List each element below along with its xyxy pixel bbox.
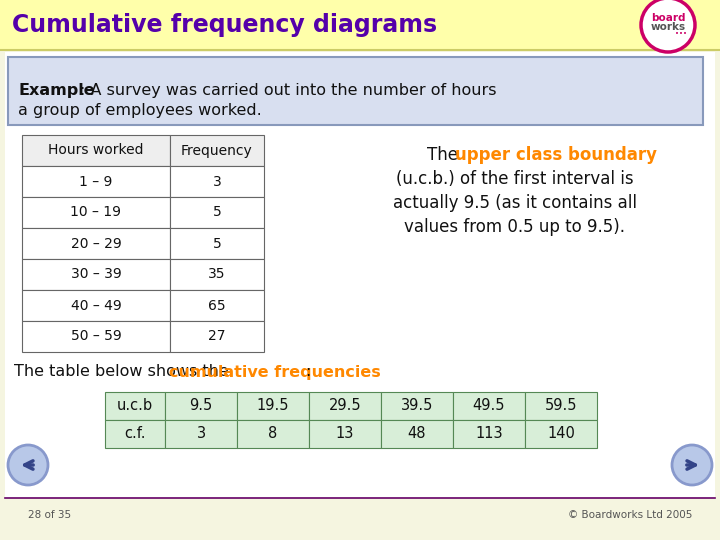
Text: 9.5: 9.5	[189, 399, 212, 414]
Text: Hours worked: Hours worked	[48, 144, 144, 158]
Text: 113: 113	[475, 427, 503, 442]
Circle shape	[672, 445, 712, 485]
Text: 49.5: 49.5	[473, 399, 505, 414]
Text: 30 – 39: 30 – 39	[71, 267, 122, 281]
Text: values from 0.5 up to 9.5).: values from 0.5 up to 9.5).	[405, 218, 626, 236]
Text: Frequency: Frequency	[181, 144, 253, 158]
Text: 8: 8	[269, 427, 278, 442]
Bar	[22, 290, 170, 321]
Bar	[525, 392, 597, 420]
Text: cumulative frequencies: cumulative frequencies	[169, 364, 381, 380]
Text: 20 – 29: 20 – 29	[71, 237, 122, 251]
Bar	[105, 392, 165, 420]
Text: board: board	[651, 13, 685, 23]
Text: 28 of 35: 28 of 35	[28, 510, 71, 520]
Text: actually 9.5 (as it contains all: actually 9.5 (as it contains all	[393, 194, 637, 212]
Bar	[170, 197, 264, 228]
Text: The: The	[427, 146, 463, 164]
Bar	[22, 259, 170, 290]
Bar	[170, 166, 264, 197]
Text: (u.c.b.) of the first interval is: (u.c.b.) of the first interval is	[396, 170, 634, 188]
Bar	[453, 392, 525, 420]
Bar	[170, 135, 264, 166]
Bar	[165, 392, 237, 420]
Text: 39.5: 39.5	[401, 399, 433, 414]
Text: 140: 140	[547, 427, 575, 442]
Text: 48: 48	[408, 427, 426, 442]
Text: 10 – 19: 10 – 19	[71, 206, 122, 219]
Text: 13: 13	[336, 427, 354, 442]
Bar	[105, 420, 165, 448]
Text: Example: Example	[18, 83, 94, 98]
Text: upper class boundary: upper class boundary	[455, 146, 657, 164]
Bar	[525, 420, 597, 448]
FancyBboxPatch shape	[0, 0, 720, 50]
Text: 1 – 9: 1 – 9	[79, 174, 113, 188]
Bar	[22, 321, 170, 352]
Bar	[309, 392, 381, 420]
Bar	[22, 135, 170, 166]
Bar	[170, 228, 264, 259]
Bar	[381, 420, 453, 448]
FancyBboxPatch shape	[5, 52, 715, 498]
Text: The table below shows the: The table below shows the	[14, 364, 234, 380]
Text: Cumulative frequency diagrams: Cumulative frequency diagrams	[12, 13, 437, 37]
Bar	[237, 420, 309, 448]
Bar	[237, 392, 309, 420]
Bar	[170, 259, 264, 290]
Text: © Boardworks Ltd 2005: © Boardworks Ltd 2005	[567, 510, 692, 520]
Bar	[453, 420, 525, 448]
Text: :: :	[305, 364, 310, 380]
Bar	[381, 392, 453, 420]
Text: 35: 35	[208, 267, 226, 281]
Bar	[309, 420, 381, 448]
Text: 29.5: 29.5	[329, 399, 361, 414]
Text: 19.5: 19.5	[257, 399, 289, 414]
Text: 5: 5	[212, 206, 221, 219]
Text: 40 – 49: 40 – 49	[71, 299, 122, 313]
Text: c.f.: c.f.	[125, 427, 145, 442]
Bar	[22, 166, 170, 197]
Text: a group of employees worked.: a group of employees worked.	[18, 103, 262, 118]
Text: •••: •••	[675, 31, 687, 37]
Text: u.c.b: u.c.b	[117, 399, 153, 414]
Text: 50 – 59: 50 – 59	[71, 329, 122, 343]
Text: : A survey was carried out into the number of hours: : A survey was carried out into the numb…	[80, 83, 497, 98]
Bar	[170, 321, 264, 352]
Text: works: works	[650, 22, 685, 32]
Text: 3: 3	[212, 174, 221, 188]
Bar	[165, 420, 237, 448]
Text: 59.5: 59.5	[545, 399, 577, 414]
Bar	[170, 290, 264, 321]
Text: 65: 65	[208, 299, 226, 313]
Circle shape	[8, 445, 48, 485]
Circle shape	[641, 0, 695, 52]
Text: 5: 5	[212, 237, 221, 251]
Text: 3: 3	[197, 427, 206, 442]
Bar	[22, 197, 170, 228]
Text: 27: 27	[208, 329, 226, 343]
FancyBboxPatch shape	[8, 57, 703, 125]
Bar	[22, 228, 170, 259]
